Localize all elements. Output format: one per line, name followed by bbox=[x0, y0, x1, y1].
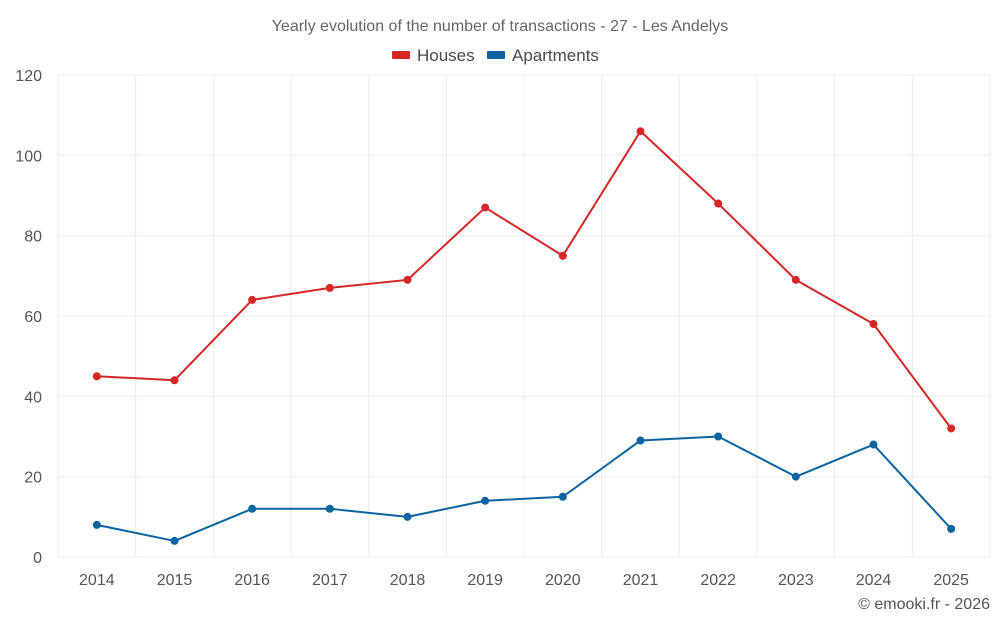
data-point-houses[interactable] bbox=[869, 320, 878, 329]
x-axis: 2014 2015 2016 2017 2018 2019 2020 2021 2022 2023… bbox=[79, 572, 969, 589]
y-tick-label: 40 bbox=[24, 389, 42, 406]
grid bbox=[57, 74, 991, 558]
legend: Houses Apartments bbox=[392, 46, 599, 65]
legend-item-apartments[interactable]: Apartments bbox=[487, 46, 599, 65]
data-point-apartments[interactable] bbox=[636, 436, 645, 445]
data-point-apartments[interactable] bbox=[170, 536, 179, 545]
series-line-apartments bbox=[96, 435, 952, 542]
y-tick-label: 120 bbox=[15, 68, 42, 85]
data-point-apartments[interactable] bbox=[791, 472, 800, 481]
x-tick-label: 2017 bbox=[312, 572, 348, 589]
data-point-apartments[interactable] bbox=[92, 520, 101, 529]
legend-item-houses[interactable]: Houses bbox=[392, 46, 475, 65]
y-tick-label: 20 bbox=[24, 470, 42, 487]
y-tick-label: 60 bbox=[24, 309, 42, 326]
x-tick-label: 2015 bbox=[157, 572, 193, 589]
x-tick-label: 2018 bbox=[390, 572, 426, 589]
x-tick-label: 2025 bbox=[933, 572, 969, 589]
legend-label-houses: Houses bbox=[417, 46, 475, 65]
data-point-houses[interactable] bbox=[403, 275, 412, 284]
data-point-apartments[interactable] bbox=[248, 504, 257, 513]
series-houses bbox=[92, 127, 956, 433]
y-tick-label: 80 bbox=[24, 229, 42, 246]
series-apartments bbox=[92, 432, 956, 545]
data-point-houses[interactable] bbox=[92, 372, 101, 381]
data-point-houses[interactable] bbox=[791, 275, 800, 284]
data-point-apartments[interactable] bbox=[947, 524, 956, 533]
legend-label-apartments: Apartments bbox=[512, 46, 599, 65]
chart-title: Yearly evolution of the number of transa… bbox=[272, 18, 729, 35]
data-point-houses[interactable] bbox=[558, 251, 567, 260]
data-point-houses[interactable] bbox=[947, 424, 956, 433]
data-point-houses[interactable] bbox=[325, 283, 334, 292]
legend-swatch-houses bbox=[392, 51, 410, 59]
x-tick-label: 2022 bbox=[700, 572, 736, 589]
data-point-apartments[interactable] bbox=[403, 512, 412, 521]
credit-text: © emooki.fr - 2026 bbox=[858, 596, 990, 613]
data-point-apartments[interactable] bbox=[325, 504, 334, 513]
data-point-houses[interactable] bbox=[481, 203, 490, 212]
series-line-houses bbox=[96, 130, 952, 430]
data-point-apartments[interactable] bbox=[869, 440, 878, 449]
x-tick-label: 2023 bbox=[778, 572, 814, 589]
x-tick-label: 2024 bbox=[856, 572, 892, 589]
x-tick-label: 2016 bbox=[234, 572, 270, 589]
series-layer bbox=[92, 127, 956, 545]
data-point-houses[interactable] bbox=[636, 127, 645, 136]
data-point-houses[interactable] bbox=[248, 295, 257, 304]
legend-swatch-apartments bbox=[487, 51, 505, 59]
data-point-houses[interactable] bbox=[714, 199, 723, 208]
x-tick-label: 2019 bbox=[467, 572, 503, 589]
x-tick-label: 2020 bbox=[545, 572, 581, 589]
y-axis: 0 20 40 60 80 100 120 bbox=[15, 68, 42, 567]
data-point-apartments[interactable] bbox=[714, 432, 723, 441]
x-tick-label: 2014 bbox=[79, 572, 115, 589]
data-point-apartments[interactable] bbox=[481, 496, 490, 505]
x-tick-label: 2021 bbox=[623, 572, 659, 589]
y-tick-label: 100 bbox=[15, 148, 42, 165]
y-tick-label: 0 bbox=[33, 550, 42, 567]
data-point-apartments[interactable] bbox=[558, 492, 567, 501]
data-point-houses[interactable] bbox=[170, 376, 179, 385]
